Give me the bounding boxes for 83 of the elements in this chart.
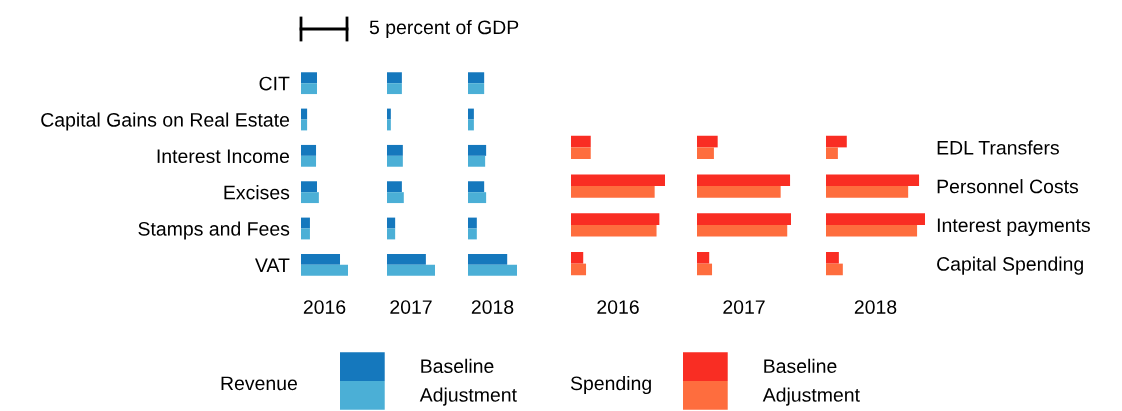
bar (301, 217, 310, 229)
bar (571, 252, 584, 264)
bar (826, 263, 843, 276)
bar (301, 253, 341, 265)
bar (387, 108, 391, 120)
bar (826, 135, 847, 148)
x-axis-title: 2016 (597, 300, 639, 314)
text: 5 percent of GDP (369, 19, 519, 39)
bar (468, 264, 517, 276)
y-tick-label: Capital Spending (937, 256, 1083, 275)
bar (468, 119, 474, 131)
bar (468, 72, 485, 84)
y-tick-label: Interest payments (937, 218, 1090, 236)
bar (826, 174, 920, 187)
y-tick-label: Stamps and Fees (138, 221, 290, 240)
x-axis-title: 2016 (303, 300, 346, 314)
bar (387, 192, 404, 204)
bar (697, 224, 788, 237)
bar (301, 119, 308, 131)
bar (571, 224, 657, 237)
bar (826, 147, 838, 159)
bar (387, 83, 402, 95)
bar (301, 192, 319, 204)
bar (468, 83, 485, 95)
bar (468, 155, 486, 167)
legend-label: Baseline (421, 358, 494, 374)
bar (697, 186, 781, 198)
y-tick-label: Interest Income (157, 149, 290, 164)
legend-label: Baseline (764, 358, 837, 374)
y-tick-label: EDL Transfers (937, 140, 1059, 155)
bar (697, 263, 713, 276)
bar (571, 186, 655, 198)
x-axis-title: 2017 (723, 300, 765, 314)
y-tick-label: Capital Gains on Real Estate (41, 112, 290, 131)
bar (571, 147, 591, 159)
bar (571, 135, 591, 148)
bar (301, 228, 310, 240)
bar (468, 217, 477, 229)
bar (387, 144, 403, 156)
bar (387, 72, 402, 84)
bar (468, 108, 474, 120)
bar (387, 264, 435, 276)
y-tick-label: VAT (255, 258, 290, 272)
bar (387, 181, 402, 193)
bar (387, 228, 396, 240)
bar (571, 263, 587, 276)
x-axis-title: 2018 (471, 300, 514, 314)
legend-title: Spending (570, 375, 651, 395)
bar (826, 213, 925, 225)
bar (387, 155, 403, 167)
bar (301, 144, 317, 156)
bar (826, 186, 909, 198)
bar (826, 224, 918, 237)
y-tick-label: CIT (259, 76, 290, 91)
y-tick-label: Personnel Costs (937, 179, 1079, 194)
bar (697, 147, 714, 159)
legend-title: Revenue (221, 376, 297, 391)
bar (697, 252, 710, 264)
x-axis-title: 2017 (390, 300, 432, 314)
bar (468, 144, 487, 156)
bar (301, 108, 308, 120)
legend-label: Adjustment (762, 387, 860, 406)
y-tick-label: Excises (224, 185, 290, 200)
bar (468, 181, 485, 193)
bar (697, 213, 791, 225)
bar (697, 174, 791, 187)
bar (387, 253, 426, 265)
bar (301, 83, 317, 95)
bar (571, 213, 660, 225)
x-axis-title: 2018 (854, 300, 897, 314)
bar (468, 228, 477, 240)
bar (387, 119, 391, 131)
bar (468, 192, 487, 204)
bar (301, 155, 317, 167)
bar (301, 264, 348, 276)
bar (301, 72, 317, 84)
bar (571, 174, 665, 187)
bar (301, 181, 317, 193)
legend-label: Adjustment (419, 387, 517, 406)
bar (468, 253, 508, 265)
bar (697, 135, 718, 148)
bar (826, 252, 839, 264)
bar (387, 217, 396, 229)
